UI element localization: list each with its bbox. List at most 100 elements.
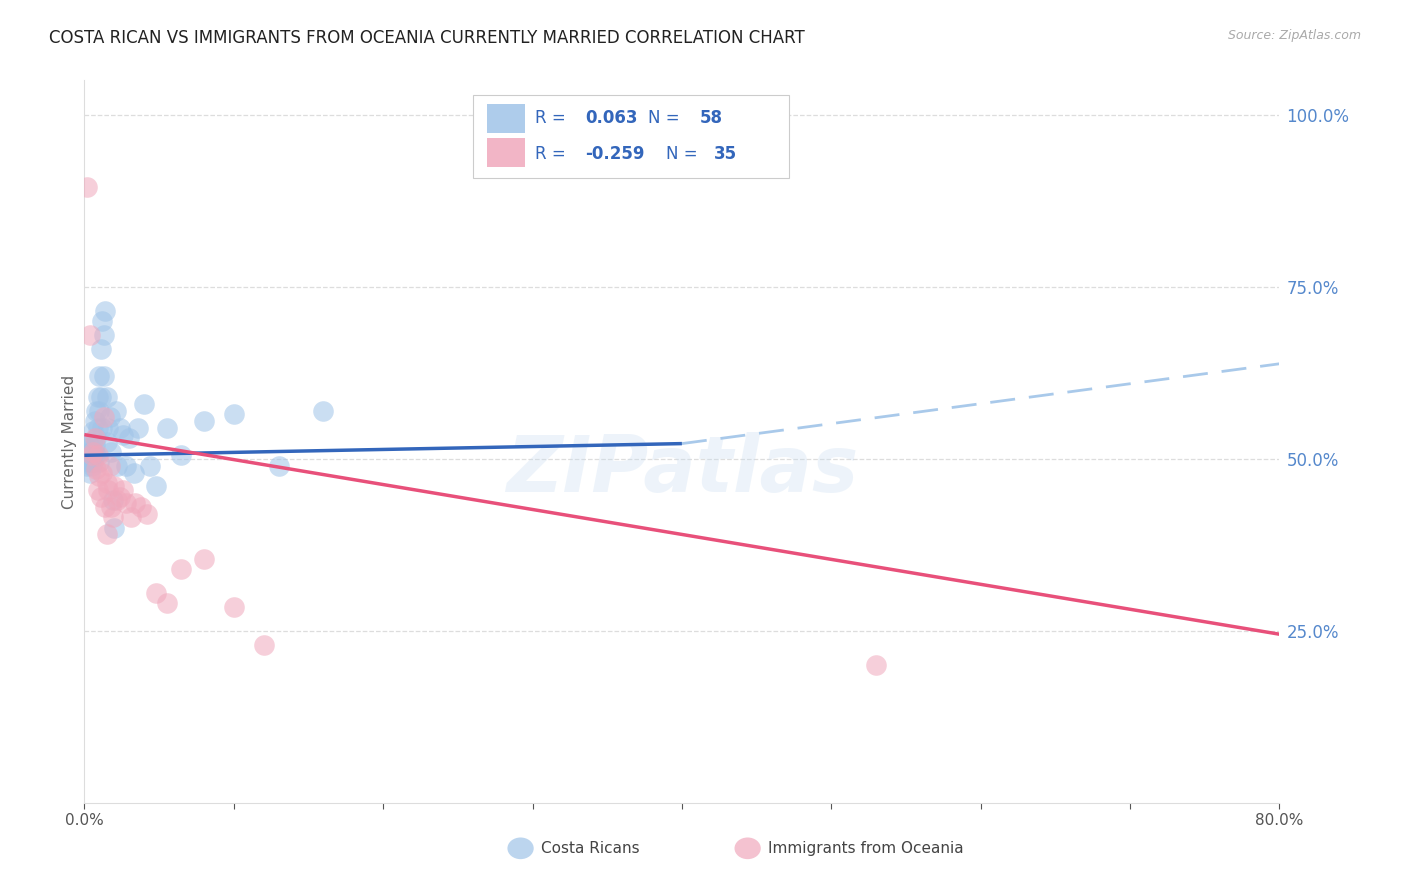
FancyBboxPatch shape xyxy=(486,138,526,167)
Point xyxy=(97,483,120,497)
Point xyxy=(77,438,100,452)
Point xyxy=(86,448,108,462)
Point xyxy=(83,448,105,462)
Point xyxy=(193,414,215,428)
Point xyxy=(132,397,156,411)
Point xyxy=(98,410,121,425)
Point xyxy=(79,445,101,459)
Point xyxy=(90,490,112,504)
Point xyxy=(93,369,115,384)
Point xyxy=(222,599,245,614)
FancyBboxPatch shape xyxy=(486,104,526,133)
Point xyxy=(101,493,124,508)
Point xyxy=(80,451,103,466)
Point xyxy=(89,369,111,384)
Point xyxy=(104,403,127,417)
Point xyxy=(79,448,101,462)
Point xyxy=(90,390,112,404)
Point xyxy=(105,493,128,508)
Point xyxy=(91,421,114,435)
Point xyxy=(136,507,159,521)
Point xyxy=(87,483,110,497)
Text: 0.063: 0.063 xyxy=(585,109,637,127)
Point xyxy=(76,458,98,473)
Text: R =: R = xyxy=(534,109,571,127)
Text: 35: 35 xyxy=(714,145,737,163)
Text: N =: N = xyxy=(648,109,685,127)
Point xyxy=(115,458,138,473)
Ellipse shape xyxy=(508,838,534,859)
Point xyxy=(105,458,128,473)
Text: Source: ZipAtlas.com: Source: ZipAtlas.com xyxy=(1227,29,1361,43)
Point xyxy=(865,658,887,673)
Point xyxy=(103,520,125,534)
Point xyxy=(97,421,120,435)
Point xyxy=(87,448,110,462)
Point xyxy=(96,475,118,490)
Text: R =: R = xyxy=(534,145,571,163)
Point xyxy=(89,403,111,417)
Point xyxy=(145,479,167,493)
Point xyxy=(145,586,167,600)
Point xyxy=(100,500,122,514)
Point xyxy=(115,496,138,510)
Point xyxy=(170,562,193,576)
Point xyxy=(122,466,145,480)
Point xyxy=(80,445,103,459)
Point xyxy=(193,551,215,566)
FancyBboxPatch shape xyxy=(472,95,790,178)
Point xyxy=(312,403,335,417)
Point xyxy=(170,448,193,462)
Point xyxy=(94,500,117,514)
Point xyxy=(91,466,114,480)
Point xyxy=(80,434,103,449)
Point xyxy=(101,510,124,524)
Point xyxy=(75,448,97,462)
Point xyxy=(91,314,114,328)
Point xyxy=(86,462,108,476)
Point xyxy=(103,479,125,493)
Point xyxy=(82,445,104,459)
Point xyxy=(100,445,122,459)
Ellipse shape xyxy=(734,838,761,859)
Point xyxy=(80,448,103,462)
Point xyxy=(120,510,142,524)
Point xyxy=(110,490,132,504)
Point xyxy=(86,403,108,417)
Point xyxy=(83,431,105,445)
Text: -0.259: -0.259 xyxy=(585,145,644,163)
Point xyxy=(110,421,132,435)
Point xyxy=(267,458,290,473)
Point xyxy=(80,458,103,473)
Point xyxy=(77,451,100,466)
Point xyxy=(87,421,110,435)
Point xyxy=(118,431,141,445)
Point xyxy=(76,442,98,456)
Point xyxy=(89,469,111,483)
Point xyxy=(127,421,149,435)
Point xyxy=(77,455,100,469)
Point xyxy=(83,438,105,452)
Point xyxy=(112,483,135,497)
Point xyxy=(155,596,177,610)
Point xyxy=(129,500,152,514)
Point xyxy=(79,466,101,480)
Point xyxy=(87,390,110,404)
Point xyxy=(155,421,177,435)
Text: Immigrants from Oceania: Immigrants from Oceania xyxy=(768,841,963,855)
Text: Costa Ricans: Costa Ricans xyxy=(541,841,640,855)
Point xyxy=(94,303,117,318)
Point xyxy=(82,455,104,469)
Point xyxy=(82,424,104,438)
Text: 58: 58 xyxy=(700,109,723,127)
Text: ZIPatlas: ZIPatlas xyxy=(506,433,858,508)
Point xyxy=(139,458,162,473)
Text: N =: N = xyxy=(666,145,703,163)
Point xyxy=(89,455,111,469)
Text: COSTA RICAN VS IMMIGRANTS FROM OCEANIA CURRENTLY MARRIED CORRELATION CHART: COSTA RICAN VS IMMIGRANTS FROM OCEANIA C… xyxy=(49,29,806,47)
Point xyxy=(93,410,115,425)
Point xyxy=(112,427,135,442)
Point xyxy=(96,434,118,449)
Point xyxy=(76,180,98,194)
Point xyxy=(90,342,112,356)
